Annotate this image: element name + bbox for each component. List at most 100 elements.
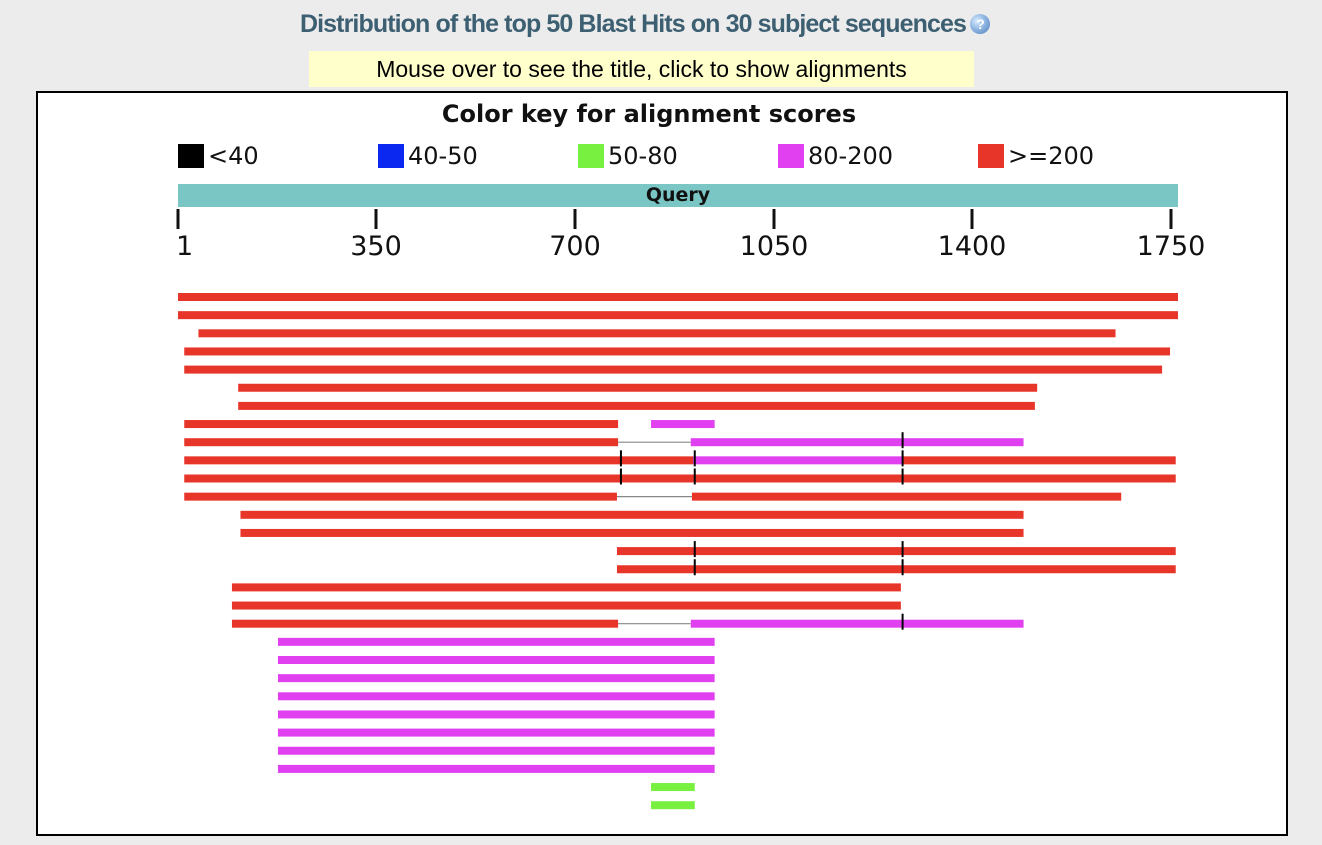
hit-segment[interactable]	[277, 692, 715, 701]
hit-segment[interactable]	[616, 565, 1176, 574]
hit-segment[interactable]	[277, 710, 715, 719]
hit-segment[interactable]	[277, 746, 715, 755]
hit-row[interactable]	[277, 656, 715, 664]
hit-segment[interactable]	[277, 637, 715, 646]
hit-row[interactable]	[198, 329, 1116, 338]
hit-row[interactable]	[178, 293, 1178, 301]
ruler-tick	[573, 209, 577, 229]
legend-label: 40-50	[408, 142, 478, 170]
hit-row[interactable]	[184, 365, 1163, 374]
hit-break-marker	[693, 559, 696, 576]
hit-break-marker	[901, 468, 904, 485]
hit-row[interactable]	[240, 528, 1024, 537]
hit-row[interactable]	[616, 541, 1176, 558]
query-label: Query	[646, 184, 711, 206]
hit-segment[interactable]	[184, 492, 617, 501]
help-icon[interactable]: ?	[970, 14, 991, 34]
hit-segment[interactable]	[690, 619, 1024, 628]
hit-break-marker	[901, 559, 904, 576]
hit-segment[interactable]	[231, 601, 901, 610]
hit-segment[interactable]	[277, 656, 715, 664]
hit-segment[interactable]	[277, 674, 715, 683]
blast-hits-chart: Color key for alignment scores <40 40-50 5…	[176, 100, 1205, 810]
ruler-tick	[176, 209, 180, 229]
hit-row[interactable]	[178, 311, 1178, 320]
blast-title-row: Distribution of the top 50 Blast Hits on…	[0, 10, 1290, 39]
hit-row[interactable]	[277, 728, 715, 737]
hit-row[interactable]	[616, 559, 1176, 576]
hit-row[interactable]	[277, 674, 715, 683]
hit-break-marker	[619, 468, 622, 485]
legend-item: 50-80	[578, 142, 678, 170]
legend-item: 80-200	[778, 142, 893, 170]
hit-segment[interactable]	[690, 438, 1024, 447]
hit-segment[interactable]	[231, 619, 619, 628]
hit-segment[interactable]	[184, 347, 1171, 356]
hit-break-marker	[901, 613, 904, 630]
hit-row[interactable]	[184, 450, 1176, 467]
hit-row[interactable]	[184, 420, 715, 429]
hit-row[interactable]	[651, 801, 695, 810]
legend-swatch	[978, 144, 1004, 168]
hit-segment[interactable]	[651, 801, 695, 810]
hit-segment[interactable]	[178, 293, 1178, 301]
hit-segment[interactable]	[184, 365, 1163, 374]
mouse-over-hint: Mouse over to see the title, click to sh…	[309, 51, 974, 87]
legend-swatch	[178, 144, 204, 168]
hit-segment[interactable]	[238, 401, 1035, 410]
color-key-title: Color key for alignment scores	[442, 100, 856, 128]
hit-row[interactable]	[240, 510, 1024, 519]
legend-label: 80-200	[808, 142, 893, 170]
ruler-tick	[374, 209, 378, 229]
hit-segment[interactable]	[693, 456, 903, 465]
hit-break-marker	[901, 541, 904, 558]
hit-segment[interactable]	[198, 329, 1116, 338]
hit-segment[interactable]	[277, 728, 715, 737]
hit-segment[interactable]	[238, 383, 1038, 392]
hit-row[interactable]	[277, 710, 715, 719]
hit-row[interactable]	[651, 783, 695, 792]
hit-segment[interactable]	[902, 456, 1176, 465]
query-ruler: Query 1 350 700 1050 1400 1750	[176, 184, 1205, 262]
hit-row[interactable]	[231, 613, 1024, 630]
hit-row[interactable]	[277, 746, 715, 755]
legend-label: >=200	[1008, 142, 1094, 170]
hit-row[interactable]	[277, 692, 715, 701]
page-title: Distribution of the top 50 Blast Hits on…	[299, 10, 967, 38]
query-bar	[178, 184, 1178, 207]
hit-segment[interactable]	[651, 783, 695, 792]
hit-segment[interactable]	[184, 420, 619, 429]
ruler-tick-label: 1400	[938, 231, 1007, 262]
hit-row[interactable]	[238, 401, 1035, 410]
hit-row[interactable]	[184, 432, 1024, 449]
blast-hits-graphic: Color key for alignment scores <40 40-50 5…	[36, 91, 1288, 836]
hit-row[interactable]	[231, 601, 901, 610]
ruler-tick-label: 350	[350, 231, 402, 262]
hit-segment[interactable]	[184, 456, 694, 465]
hit-row[interactable]	[277, 764, 715, 773]
hit-segment[interactable]	[616, 547, 1176, 556]
legend-swatch	[778, 144, 804, 168]
hit-segment[interactable]	[184, 438, 619, 447]
ruler-tick-label: 1750	[1137, 231, 1206, 262]
ruler-tick	[772, 209, 776, 229]
hit-segment[interactable]	[231, 583, 901, 592]
hit-segment[interactable]	[178, 311, 1178, 320]
hit-row[interactable]	[184, 468, 1176, 485]
hit-segment[interactable]	[240, 510, 1024, 519]
hit-row[interactable]	[277, 637, 715, 646]
hit-row[interactable]	[184, 492, 1122, 501]
hit-break-marker	[901, 432, 904, 449]
hit-segment[interactable]	[240, 528, 1024, 537]
color-key-legend: <40 40-50 50-80 80-200 >=200	[178, 142, 1094, 170]
hit-row[interactable]	[184, 347, 1171, 356]
hit-break-marker	[901, 450, 904, 467]
hit-segment[interactable]	[651, 420, 715, 429]
legend-swatch	[378, 144, 404, 168]
hit-row[interactable]	[238, 383, 1038, 392]
hit-row[interactable]	[231, 583, 901, 592]
legend-item: >=200	[978, 142, 1094, 170]
hit-segment[interactable]	[691, 492, 1122, 501]
hit-segment[interactable]	[184, 474, 1176, 483]
hit-segment[interactable]	[277, 764, 715, 773]
